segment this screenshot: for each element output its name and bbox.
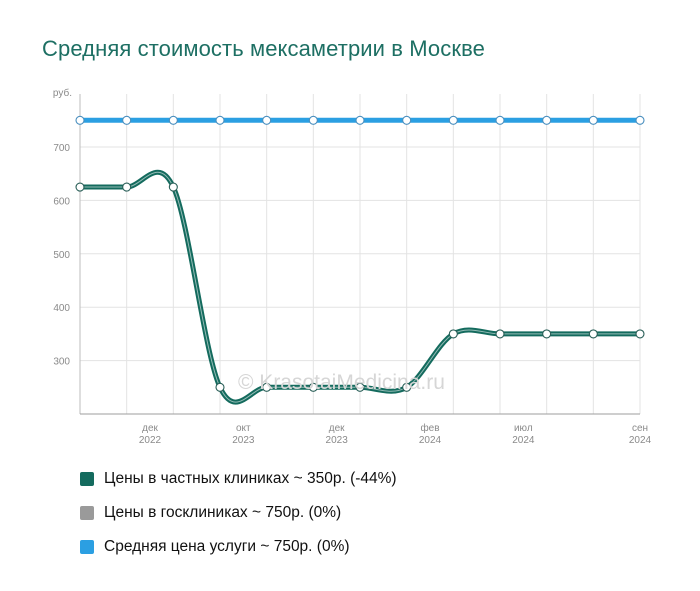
x-tick-label-year: 2022: [139, 435, 162, 446]
x-tick-label-month: дек: [142, 423, 158, 434]
data-point: [168, 182, 178, 192]
y-tick-label: 400: [53, 303, 70, 314]
y-tick-label: 300: [53, 357, 70, 368]
data-point: [495, 329, 505, 339]
legend-label: Средняя цена услуги ~ 750р. (0%): [104, 538, 350, 555]
data-point: [448, 115, 458, 125]
data-point: [215, 115, 225, 125]
data-point: [75, 182, 85, 192]
data-point: [262, 382, 272, 392]
watermark-text: © KrasotaiMedicina.ru: [238, 371, 445, 394]
y-tick-label: 600: [53, 196, 70, 207]
legend-label: Цены в госклиниках ~ 750р. (0%): [104, 504, 342, 521]
data-point: [355, 115, 365, 125]
x-tick-label-year: 2023: [232, 435, 255, 446]
x-tick-label-month: фев: [420, 422, 439, 434]
x-tick-label-year: 2023: [326, 435, 349, 446]
data-point: [355, 382, 365, 392]
data-point: [588, 115, 598, 125]
data-point: [542, 115, 552, 125]
data-point: [542, 329, 552, 339]
legend-swatch: [80, 506, 94, 520]
data-point: [308, 115, 318, 125]
data-point: [262, 115, 272, 125]
data-point: [215, 382, 225, 392]
y-tick-label: 700: [53, 143, 70, 154]
x-tick-label-year: 2024: [629, 435, 652, 446]
data-point: [308, 382, 318, 392]
data-point: [402, 382, 412, 392]
data-point: [402, 115, 412, 125]
x-tick-label-month: дек: [329, 423, 345, 434]
x-tick-label-month: окт: [236, 423, 251, 434]
data-point: [122, 115, 132, 125]
data-point: [635, 329, 645, 339]
chart-legend: Цены в частных клиниках ~ 350р. (-44%) Це…: [80, 462, 397, 564]
data-point: [168, 115, 178, 125]
data-point: [635, 115, 645, 125]
legend-item: Средняя цена услуги ~ 750р. (0%): [80, 530, 397, 564]
legend-label: Цены в частных клиниках ~ 350р. (-44%): [104, 470, 397, 487]
legend-item: Цены в частных клиниках ~ 350р. (-44%): [80, 462, 397, 496]
y-tick-label: 500: [53, 250, 70, 261]
x-tick-label-month: июл: [514, 423, 533, 434]
x-tick-label-month: сен: [632, 423, 648, 434]
data-point: [495, 115, 505, 125]
data-point: [448, 329, 458, 339]
legend-swatch: [80, 472, 94, 486]
price-line-chart: 300400500600700руб.дек2022окт2023дек2023…: [53, 87, 652, 446]
x-tick-label-year: 2024: [419, 435, 442, 446]
x-tick-label-year: 2024: [512, 435, 535, 446]
data-point: [122, 182, 132, 192]
data-point: [588, 329, 598, 339]
data-point: [75, 115, 85, 125]
y-axis-unit-label: руб.: [53, 87, 72, 99]
chart-title: Средняя стоимость мексаметрии в Москве: [42, 36, 485, 61]
legend-item: Цены в госклиниках ~ 750р. (0%): [80, 496, 397, 530]
legend-swatch: [80, 540, 94, 554]
